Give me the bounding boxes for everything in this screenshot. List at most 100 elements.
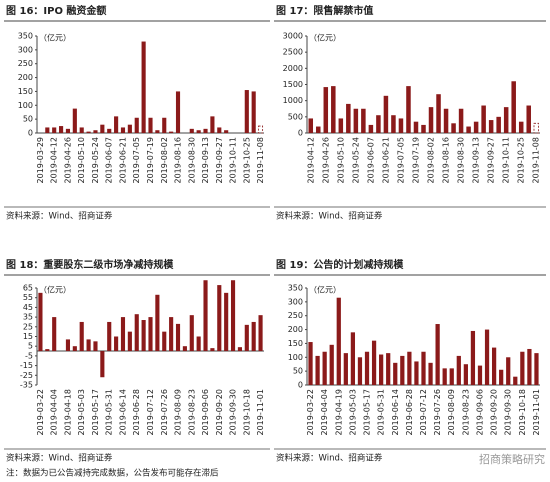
x-tick-label: 2019-10-11: [229, 137, 238, 184]
bar: [196, 130, 201, 133]
bar: [45, 127, 50, 133]
y-tick-label: 300: [18, 45, 33, 54]
bar: [368, 124, 374, 133]
x-tick-label: 2019-08-02: [427, 137, 436, 184]
bar: [45, 349, 50, 352]
bar: [120, 127, 126, 133]
bar: [52, 127, 57, 133]
x-tick-label: 2019-08-23: [461, 389, 470, 436]
bar: [127, 124, 132, 133]
bar: [456, 355, 461, 385]
bar: [353, 108, 359, 133]
source: 资料来源：Wind、招商证券: [276, 211, 383, 222]
x-tick-label: 2019-05-17: [363, 389, 372, 436]
source: 资料来源：Wind、招商证券: [6, 453, 113, 464]
bar: [361, 108, 366, 133]
bar: [477, 365, 483, 385]
bar: [511, 81, 516, 133]
x-tick-label: 2019-08-16: [174, 137, 183, 184]
bar: [383, 95, 389, 133]
y-tick-label: 0: [298, 129, 303, 138]
x-tick-label: 2019-06-28: [405, 389, 414, 436]
x-tick-label: 2019-09-27: [215, 137, 224, 184]
bar: [308, 342, 313, 385]
x-tick-label: 2019-09-27: [487, 137, 496, 184]
bar: [398, 118, 404, 133]
y-tick-label: 55: [23, 293, 33, 302]
bar: [533, 122, 539, 134]
bar: [414, 361, 419, 385]
y-tick-label: 250: [288, 311, 303, 320]
bar: [258, 125, 264, 134]
bar: [393, 362, 398, 385]
y-tick-label: 45: [23, 303, 33, 312]
bar: [217, 285, 222, 352]
x-tick-label: 2019-04-04: [320, 389, 329, 436]
bar: [470, 330, 476, 385]
bar: [496, 116, 501, 133]
y-tick-label: 2500: [283, 48, 303, 57]
chart-panel: 图 18：重要股东二级市场净减持规模 -35-25-15-551525354555…: [4, 258, 270, 464]
bar: [499, 369, 504, 385]
bar: [251, 91, 256, 133]
bar: [107, 321, 112, 352]
x-tick-label: 2019-08-23: [187, 389, 196, 436]
bar: [400, 355, 405, 385]
bar: [443, 108, 449, 133]
bar: [100, 351, 105, 378]
bar: [316, 126, 321, 133]
x-tick-label: 2019-05-03: [348, 389, 357, 436]
x-tick-label: 2019-06-07: [366, 137, 375, 184]
y-tick-label: 200: [18, 73, 33, 82]
x-tick-label: 2019-04-19: [334, 389, 343, 436]
bar: [79, 321, 84, 352]
x-tick-label: 2019-05-24: [91, 137, 100, 184]
x-tick-label: 2019-06-21: [381, 137, 390, 184]
bar: [484, 329, 490, 385]
y-tick-label: 350: [18, 32, 33, 41]
bar: [72, 108, 77, 133]
x-tick-label: 2019-07-26: [160, 389, 169, 436]
x-tick-label: 2019-06-28: [132, 389, 141, 436]
bar: [518, 121, 524, 133]
chart-title: 图 17：限售解禁市值: [276, 4, 373, 17]
x-tick-label: 2019-07-05: [132, 137, 141, 184]
bar: [134, 314, 139, 352]
bar: [79, 127, 84, 133]
bar: [86, 339, 91, 352]
unit-label: （亿元）: [39, 285, 71, 295]
bar: [436, 94, 441, 133]
x-tick-label: 2019-08-02: [160, 137, 169, 184]
bar: [391, 115, 396, 133]
x-tick-label: 2019-06-14: [118, 389, 127, 436]
x-tick-label: 2019-09-30: [504, 389, 513, 436]
bar: [210, 348, 215, 352]
bar: [357, 357, 363, 385]
y-tick-label: 100: [288, 353, 303, 362]
x-tick-label: 2019-11-01: [256, 389, 265, 436]
y-tick-label: 50: [293, 367, 303, 376]
x-tick-label: 2019-03-22: [36, 389, 45, 436]
bar: [336, 297, 341, 385]
x-tick-label: 2019-07-12: [419, 389, 428, 436]
bar: [169, 317, 174, 352]
x-tick-label: 2019-11-08: [532, 137, 541, 184]
chart-title: 图 19：公告的计划减持规模: [276, 258, 404, 271]
x-tick-label: 2019-11-01: [532, 389, 541, 436]
y-tick-label: -35: [20, 381, 33, 390]
bar: [463, 364, 468, 385]
y-tick-label: 200: [288, 325, 303, 334]
x-tick-label: 2019-11-08: [256, 137, 265, 184]
bar: [251, 321, 256, 352]
bar: [148, 317, 153, 352]
unit-label: （亿元）: [39, 33, 71, 43]
chart-panel: 图 17：限售解禁市值 0 500 1000 1500 2000 2500 3000 （亿元） 2…: [274, 4, 546, 222]
x-tick-label: 2019-09-13: [472, 137, 481, 184]
y-tick-label: 3000: [283, 32, 303, 41]
bar: [534, 353, 539, 385]
x-tick-label: 2019-06-07: [105, 137, 114, 184]
x-tick-label: 2019-09-06: [475, 389, 484, 436]
x-tick-label: 2019-04-12: [306, 137, 315, 184]
bar: [86, 131, 91, 133]
bar: [406, 86, 411, 133]
